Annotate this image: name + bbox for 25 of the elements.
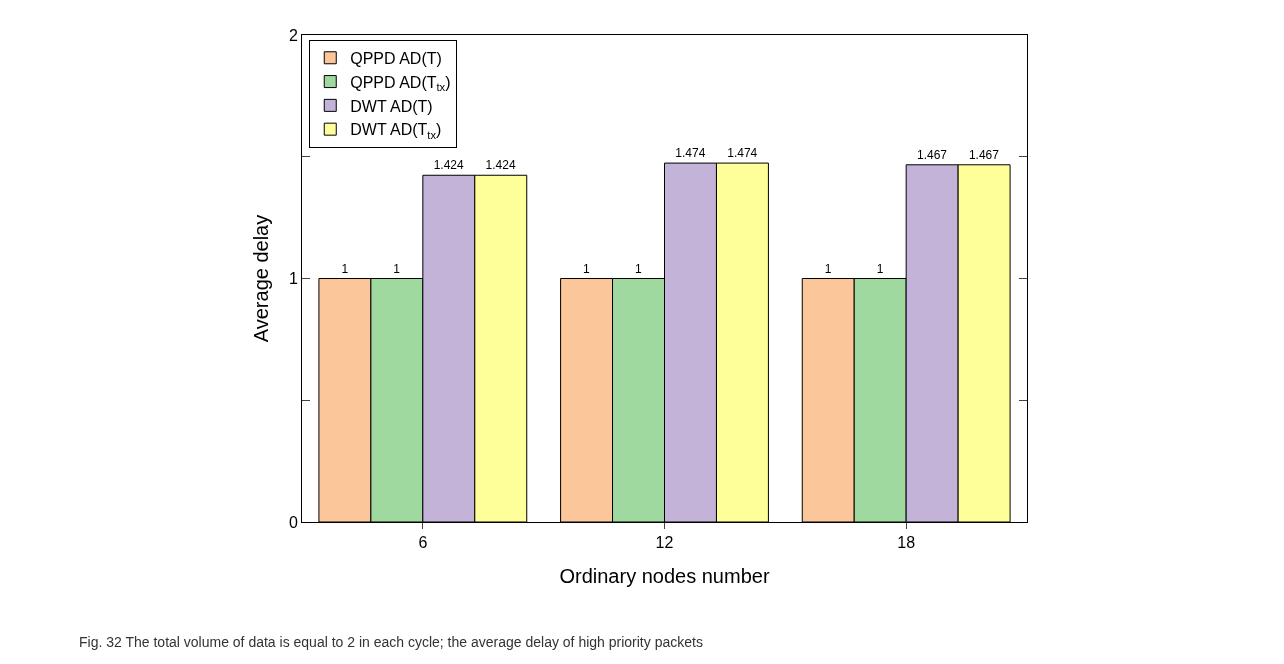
data-label: 1.424 <box>433 158 464 173</box>
legend-label: DWT AD(T$_{tx}$) <box>350 121 442 141</box>
data-label: 1 <box>341 261 349 276</box>
y-axis-title: Average delay <box>250 214 273 343</box>
data-label: 1.467 <box>916 147 948 162</box>
data-label: 1 <box>583 261 591 276</box>
x-axis-title: Ordinary nodes number <box>559 564 770 587</box>
x-tick-label: 12 <box>655 534 674 552</box>
x-tick-label: 6 <box>418 534 428 552</box>
data-label: 1.467 <box>968 147 1000 162</box>
data-label: 1 <box>393 261 401 276</box>
legend-label: QPPD AD(T) <box>350 50 442 68</box>
legend-label: DWT AD(T) <box>350 97 433 115</box>
data-label: 1 <box>824 261 832 276</box>
data-label: 1 <box>876 261 884 276</box>
y-tick-label: 2 <box>288 26 298 44</box>
data-label: 1.474 <box>727 146 758 161</box>
x-tick-label: 18 <box>897 534 916 552</box>
y-tick-label: 1 <box>288 270 298 288</box>
data-label: 1.424 <box>485 158 516 173</box>
data-label: 1 <box>635 261 643 276</box>
caption: Fig. 32 The total volume of data is equal to 2 in each cycle; the average delay of high priority packets <box>79 634 703 650</box>
y-tick-label: 0 <box>288 513 298 531</box>
data-label: 1.474 <box>675 146 706 161</box>
legend-label: QPPD AD(T$_{tx}$) <box>350 73 451 94</box>
